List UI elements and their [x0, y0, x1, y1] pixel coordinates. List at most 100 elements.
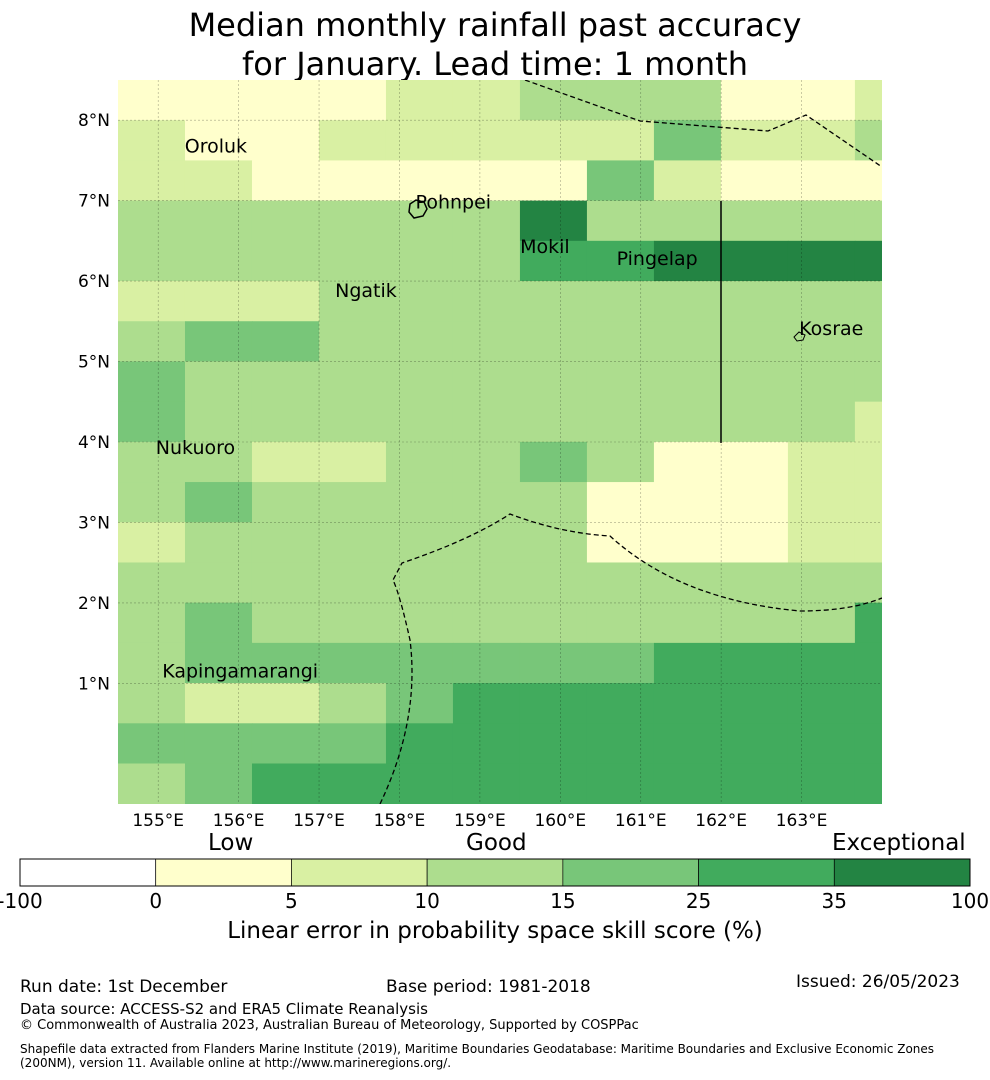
lon-tick-label: 155°E	[132, 811, 184, 831]
grid-cell	[184, 522, 253, 563]
grid-cell	[854, 321, 882, 362]
colorbar-segment	[562, 858, 699, 887]
grid-cell	[318, 200, 387, 242]
grid-cell	[720, 281, 789, 322]
grid-cell	[586, 281, 655, 322]
grid-cell	[318, 522, 387, 563]
grid-cell	[318, 441, 387, 483]
island-outline-kosrae	[793, 331, 806, 342]
eez-boundary-north	[524, 80, 882, 168]
grid-cell	[385, 281, 454, 322]
grid-cell	[385, 200, 454, 242]
grid-cell	[720, 763, 789, 804]
grid-cell	[184, 120, 253, 161]
colorbar-tick-label: 5	[285, 889, 298, 913]
title-line-1: Median monthly rainfall past accuracy	[188, 6, 802, 44]
place-label: Oroluk	[185, 135, 247, 157]
grid-cell	[586, 361, 655, 403]
lat-tick-label: 3°N	[78, 513, 110, 533]
grid-cell	[452, 482, 521, 523]
grid-cell	[251, 361, 320, 403]
grid-cell	[184, 281, 253, 322]
grid-cell	[922, 643, 989, 684]
grid-cell	[184, 361, 253, 403]
grid-cell	[385, 441, 454, 483]
grid-cell	[586, 683, 655, 724]
lat-tick-label: 6°N	[78, 272, 110, 292]
grid-cell	[586, 120, 655, 161]
grid-cell	[385, 401, 454, 443]
grid-cell	[519, 723, 588, 765]
grid-cell	[922, 442, 989, 483]
grid-cell	[653, 401, 722, 443]
colorbar-word-exceptional: Exceptional	[832, 830, 966, 856]
lon-tick-label: 163°E	[776, 811, 828, 831]
grid-cell	[854, 602, 882, 644]
lon-tick-label: 160°E	[534, 811, 586, 831]
grid-cell	[118, 281, 186, 322]
grid-cell	[118, 361, 186, 403]
grid-cell	[184, 401, 253, 443]
lon-tick-label: 159°E	[454, 811, 506, 831]
grid-cell	[452, 361, 521, 403]
grid-cell	[653, 562, 722, 604]
base-period: Base period: 1981-2018	[386, 977, 591, 997]
grid-cell	[452, 642, 521, 684]
island-outline-pohnpei	[408, 199, 428, 219]
grid-cell	[787, 763, 856, 804]
grid-cell	[118, 80, 186, 121]
issued-date: Issued: 26/05/2023	[796, 972, 960, 992]
grid-cell	[318, 642, 387, 684]
grid-cell	[720, 200, 789, 242]
grid-cell	[922, 201, 989, 242]
grid-cell	[452, 80, 521, 121]
grid-cell	[318, 482, 387, 523]
grid-cell	[251, 401, 320, 443]
grid-cell	[922, 80, 989, 121]
grid-cell	[720, 723, 789, 765]
grid-cell	[452, 562, 521, 604]
grid-cell	[318, 361, 387, 403]
grid-cell	[653, 160, 722, 202]
grid-cell	[854, 723, 882, 765]
grid-cell	[251, 763, 320, 804]
colorbar-tick-label: 25	[685, 889, 712, 913]
grid-cell	[318, 321, 387, 362]
grid-cell	[519, 80, 588, 121]
grid-cell	[251, 683, 320, 724]
grid-cell	[854, 281, 882, 322]
grid-cell	[854, 401, 882, 443]
grid-cell	[385, 80, 454, 121]
grid-cell	[519, 562, 588, 604]
grid-cell	[385, 683, 454, 724]
grid-cell	[922, 603, 989, 644]
grid-cell	[118, 642, 186, 684]
grid-cell	[922, 321, 989, 362]
colorbar-segment	[155, 858, 292, 887]
grid-cell	[519, 321, 588, 362]
grid-cell	[184, 240, 253, 282]
grid-cell	[922, 402, 989, 443]
grid-cell	[318, 401, 387, 443]
grid-cell	[519, 240, 588, 282]
grid-cell	[385, 482, 454, 523]
grid-cell	[385, 642, 454, 684]
grid-cell	[720, 522, 789, 563]
grid-cell	[653, 321, 722, 362]
grid-cell	[519, 683, 588, 724]
place-label: Kosrae	[799, 318, 863, 340]
grid-cell	[251, 321, 320, 362]
grid-cell	[720, 482, 789, 523]
run-date: Run date: 1st December	[20, 977, 228, 997]
grid-cell	[922, 764, 989, 805]
colorbar	[19, 858, 971, 887]
grid-cell	[251, 642, 320, 684]
grid-cell	[318, 562, 387, 604]
grid-cell	[720, 401, 789, 443]
grid-cell	[787, 361, 856, 403]
colorbar-label: Linear error in probability space skill …	[227, 918, 763, 944]
grid-cell	[586, 522, 655, 563]
grid-cell	[653, 361, 722, 403]
grid-cell	[318, 602, 387, 644]
grid-cell	[586, 321, 655, 362]
